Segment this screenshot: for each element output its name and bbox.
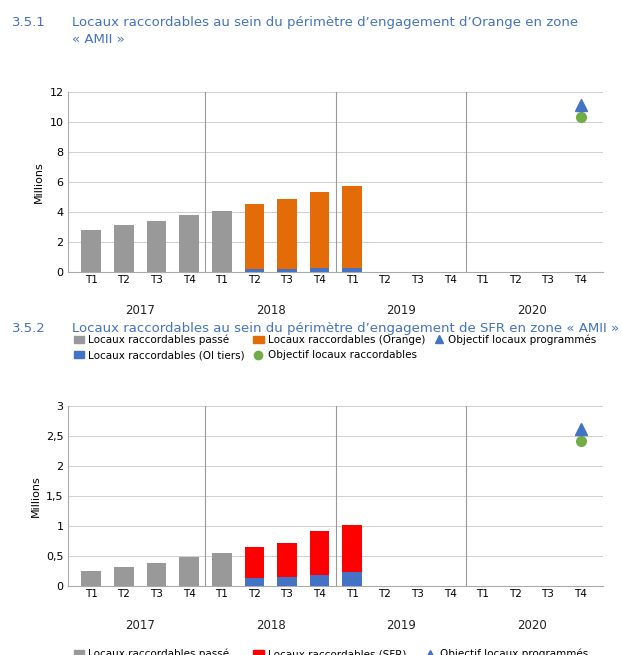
Text: 2017: 2017 xyxy=(125,305,155,317)
Bar xyxy=(114,225,134,272)
Bar xyxy=(81,571,101,586)
Bar xyxy=(310,268,330,272)
Bar xyxy=(244,547,264,578)
Text: 2019: 2019 xyxy=(386,305,416,317)
Bar xyxy=(342,525,362,572)
Bar xyxy=(342,185,362,268)
Bar xyxy=(147,563,166,586)
Bar xyxy=(81,230,101,272)
Text: 3.5.1: 3.5.1 xyxy=(12,16,46,29)
Bar xyxy=(114,567,134,586)
Text: 2018: 2018 xyxy=(256,305,285,317)
Bar xyxy=(342,268,362,272)
Bar xyxy=(244,269,264,272)
Bar xyxy=(277,577,297,586)
Bar xyxy=(277,543,297,577)
Text: 3.5.2: 3.5.2 xyxy=(12,322,46,335)
Text: 2020: 2020 xyxy=(517,618,547,631)
Bar xyxy=(179,557,199,586)
Text: 2018: 2018 xyxy=(256,618,285,631)
Y-axis label: Millions: Millions xyxy=(30,476,40,517)
Bar xyxy=(310,531,330,576)
Bar xyxy=(310,193,330,268)
Text: Locaux raccordables au sein du périmètre d’engagement d’Orange en zone
« AMII »: Locaux raccordables au sein du périmètre… xyxy=(72,16,578,47)
Text: 2020: 2020 xyxy=(517,305,547,317)
Bar xyxy=(277,199,297,269)
Bar xyxy=(244,578,264,586)
Bar xyxy=(310,576,330,586)
Y-axis label: Millions: Millions xyxy=(34,161,44,202)
Text: Locaux raccordables au sein du périmètre d’engagement de SFR en zone « AMII »: Locaux raccordables au sein du périmètre… xyxy=(72,322,619,335)
Legend: Locaux raccordables passé, Locaux raccordables (OI tiers), Locaux raccordables (: Locaux raccordables passé, Locaux raccor… xyxy=(73,649,588,655)
Bar xyxy=(147,221,166,272)
Text: 2019: 2019 xyxy=(386,618,416,631)
Bar xyxy=(179,215,199,272)
Text: 2017: 2017 xyxy=(125,618,155,631)
Legend: Locaux raccordables passé, Locaux raccordables (OI tiers), Locaux raccordables (: Locaux raccordables passé, Locaux raccor… xyxy=(73,335,596,360)
Bar xyxy=(212,553,231,586)
Bar xyxy=(342,572,362,586)
Bar xyxy=(277,269,297,272)
Bar xyxy=(244,204,264,269)
Bar xyxy=(212,211,231,272)
